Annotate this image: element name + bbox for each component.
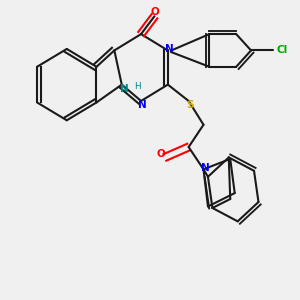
Text: N: N — [138, 100, 147, 110]
Text: Cl: Cl — [276, 45, 288, 56]
Text: N: N — [165, 44, 174, 54]
Text: O: O — [150, 7, 159, 17]
Text: S: S — [186, 100, 194, 110]
Text: N: N — [201, 163, 209, 173]
Text: H: H — [134, 82, 140, 91]
Text: O: O — [156, 149, 165, 160]
Text: N: N — [120, 84, 129, 94]
